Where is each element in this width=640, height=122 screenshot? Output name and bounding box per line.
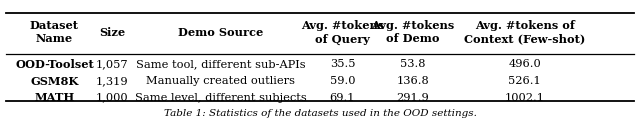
Text: OOD-Toolset: OOD-Toolset	[15, 59, 94, 70]
Text: 1002.1: 1002.1	[505, 93, 545, 103]
Text: 526.1: 526.1	[508, 76, 541, 86]
Text: 59.0: 59.0	[330, 76, 355, 86]
Text: MATH: MATH	[35, 92, 74, 103]
Text: 496.0: 496.0	[508, 59, 541, 69]
Text: Table 1: Statistics of the datasets used in the OOD settings.: Table 1: Statistics of the datasets used…	[164, 109, 476, 118]
Text: Size: Size	[99, 27, 125, 38]
Text: 1,319: 1,319	[96, 76, 128, 86]
Text: Demo Source: Demo Source	[178, 27, 264, 38]
Text: Avg. #tokens
of Demo: Avg. #tokens of Demo	[371, 20, 454, 44]
Text: 136.8: 136.8	[396, 76, 429, 86]
Text: Dataset
Name: Dataset Name	[30, 20, 79, 44]
Text: 69.1: 69.1	[330, 93, 355, 103]
Text: Avg. #tokens
of Query: Avg. #tokens of Query	[301, 20, 384, 45]
Text: Same level, different subjects: Same level, different subjects	[135, 93, 307, 103]
Text: Manually created outliers: Manually created outliers	[147, 76, 295, 86]
Text: 53.8: 53.8	[400, 59, 426, 69]
Text: 1,057: 1,057	[96, 59, 128, 69]
Text: Avg. #tokens of
Context (Few-shot): Avg. #tokens of Context (Few-shot)	[464, 20, 586, 44]
Text: 291.9: 291.9	[396, 93, 429, 103]
Text: 35.5: 35.5	[330, 59, 355, 69]
Text: 1,000: 1,000	[96, 93, 128, 103]
Text: Same tool, different sub-APIs: Same tool, different sub-APIs	[136, 59, 306, 69]
Text: GSM8K: GSM8K	[30, 76, 79, 87]
